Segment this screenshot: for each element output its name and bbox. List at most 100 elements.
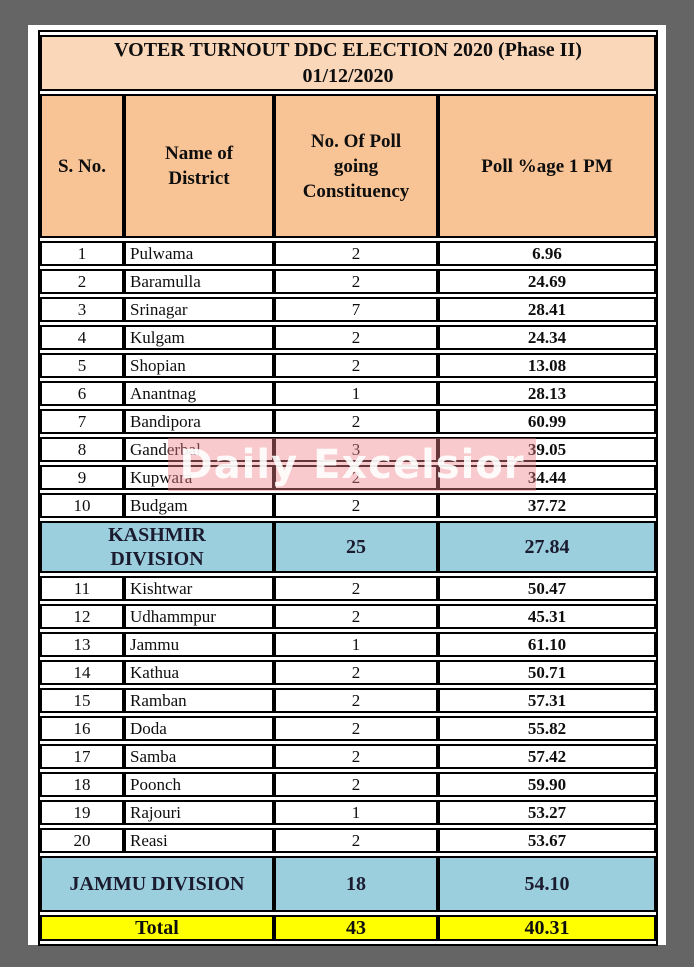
title-line1: VOTER TURNOUT DDC ELECTION 2020 (Phase I… [114, 39, 582, 61]
table-row: 4 Kulgam 2 24.34 [40, 325, 656, 350]
cell-poll: 61.10 [438, 632, 656, 657]
cell-district: Udhammpur [124, 604, 274, 629]
cell-constituencies: 7 [274, 297, 438, 322]
table-row: 14 Kathua 2 50.71 [40, 660, 656, 685]
cell-constituencies: 2 [274, 604, 438, 629]
kashmir-division-label: KASHMIR DIVISION [40, 521, 274, 573]
cell-district: Shopian [124, 353, 274, 378]
cell-constituencies: 2 [274, 325, 438, 350]
cell-constituencies: 1 [274, 381, 438, 406]
cell-constituencies: 2 [274, 409, 438, 434]
jammu-division-constituencies: 18 [274, 856, 438, 912]
table-row: 8 Ganderbal 3 39.05 [40, 437, 656, 462]
cell-constituencies: 2 [274, 660, 438, 685]
cell-district: Doda [124, 716, 274, 741]
cell-district: Kishtwar [124, 576, 274, 601]
table-row: 6 Anantnag 1 28.13 [40, 381, 656, 406]
cell-sno: 18 [40, 772, 124, 797]
table-row: 17 Samba 2 57.42 [40, 744, 656, 769]
cell-sno: 19 [40, 800, 124, 825]
turnout-table: VOTER TURNOUT DDC ELECTION 2020 (Phase I… [38, 30, 658, 946]
cell-constituencies: 2 [274, 241, 438, 266]
cell-district: Baramulla [124, 269, 274, 294]
total-label: Total [40, 915, 274, 941]
cell-constituencies: 2 [274, 688, 438, 713]
cell-sno: 17 [40, 744, 124, 769]
cell-district: Ganderbal [124, 437, 274, 462]
col-header-district: Name of District [124, 94, 274, 238]
kashmir-division-row: KASHMIR DIVISION 25 27.84 [40, 521, 656, 573]
kashmir-division-poll: 27.84 [438, 521, 656, 573]
cell-sno: 2 [40, 269, 124, 294]
jammu-division-label: JAMMU DIVISION [40, 856, 274, 912]
cell-sno: 20 [40, 828, 124, 853]
cell-district: Jammu [124, 632, 274, 657]
table-row: 1 Pulwama 2 6.96 [40, 241, 656, 266]
cell-sno: 15 [40, 688, 124, 713]
table-row: 13 Jammu 1 61.10 [40, 632, 656, 657]
table-row: 18 Poonch 2 59.90 [40, 772, 656, 797]
cell-district: Poonch [124, 772, 274, 797]
cell-sno: 10 [40, 493, 124, 518]
cell-sno: 1 [40, 241, 124, 266]
cell-poll: 39.05 [438, 437, 656, 462]
table-row: 7 Bandipora 2 60.99 [40, 409, 656, 434]
cell-district: Kulgam [124, 325, 274, 350]
header-row: S. No. Name of District No. Of Poll goin… [40, 94, 656, 238]
cell-district: Pulwama [124, 241, 274, 266]
cell-poll: 50.71 [438, 660, 656, 685]
cell-sno: 13 [40, 632, 124, 657]
cell-constituencies: 2 [274, 576, 438, 601]
cell-poll: 60.99 [438, 409, 656, 434]
cell-constituencies: 3 [274, 437, 438, 462]
cell-poll: 6.96 [438, 241, 656, 266]
cell-sno: 11 [40, 576, 124, 601]
table-row: 10 Budgam 2 37.72 [40, 493, 656, 518]
cell-district: Budgam [124, 493, 274, 518]
cell-poll: 53.67 [438, 828, 656, 853]
col-header-poll: Poll %age 1 PM [438, 94, 656, 238]
cell-sno: 3 [40, 297, 124, 322]
cell-sno: 7 [40, 409, 124, 434]
table-row: 3 Srinagar 7 28.41 [40, 297, 656, 322]
cell-sno: 6 [40, 381, 124, 406]
cell-constituencies: 2 [274, 465, 438, 490]
col-header-sno: S. No. [40, 94, 124, 238]
col-header-constituency: No. Of Poll going Constituency [274, 94, 438, 238]
cell-constituencies: 2 [274, 353, 438, 378]
cell-district: Bandipora [124, 409, 274, 434]
cell-poll: 24.69 [438, 269, 656, 294]
cell-district: Rajouri [124, 800, 274, 825]
table-row: 19 Rajouri 1 53.27 [40, 800, 656, 825]
title-row: VOTER TURNOUT DDC ELECTION 2020 (Phase I… [40, 35, 656, 91]
cell-sno: 14 [40, 660, 124, 685]
total-constituencies: 43 [274, 915, 438, 941]
cell-poll: 55.82 [438, 716, 656, 741]
cell-district: Reasi [124, 828, 274, 853]
cell-district: Kupwara [124, 465, 274, 490]
cell-constituencies: 2 [274, 744, 438, 769]
cell-poll: 50.47 [438, 576, 656, 601]
title-line2: 01/12/2020 [302, 65, 394, 87]
table-row: 15 Ramban 2 57.31 [40, 688, 656, 713]
cell-district: Anantnag [124, 381, 274, 406]
cell-poll: 37.72 [438, 493, 656, 518]
total-poll: 40.31 [438, 915, 656, 941]
table-title: VOTER TURNOUT DDC ELECTION 2020 (Phase I… [40, 35, 656, 91]
document-page: VOTER TURNOUT DDC ELECTION 2020 (Phase I… [28, 25, 666, 946]
cell-poll: 59.90 [438, 772, 656, 797]
cell-district: Kathua [124, 660, 274, 685]
table-row: 12 Udhammpur 2 45.31 [40, 604, 656, 629]
cell-sno: 9 [40, 465, 124, 490]
jammu-division-poll: 54.10 [438, 856, 656, 912]
cell-sno: 12 [40, 604, 124, 629]
table-row: 20 Reasi 2 53.67 [40, 828, 656, 853]
cell-sno: 5 [40, 353, 124, 378]
cell-poll: 28.13 [438, 381, 656, 406]
cell-poll: 57.31 [438, 688, 656, 713]
cell-constituencies: 2 [274, 772, 438, 797]
table-row: 11 Kishtwar 2 50.47 [40, 576, 656, 601]
cell-constituencies: 2 [274, 716, 438, 741]
cell-poll: 34.44 [438, 465, 656, 490]
total-row: Total 43 40.31 [40, 915, 656, 941]
